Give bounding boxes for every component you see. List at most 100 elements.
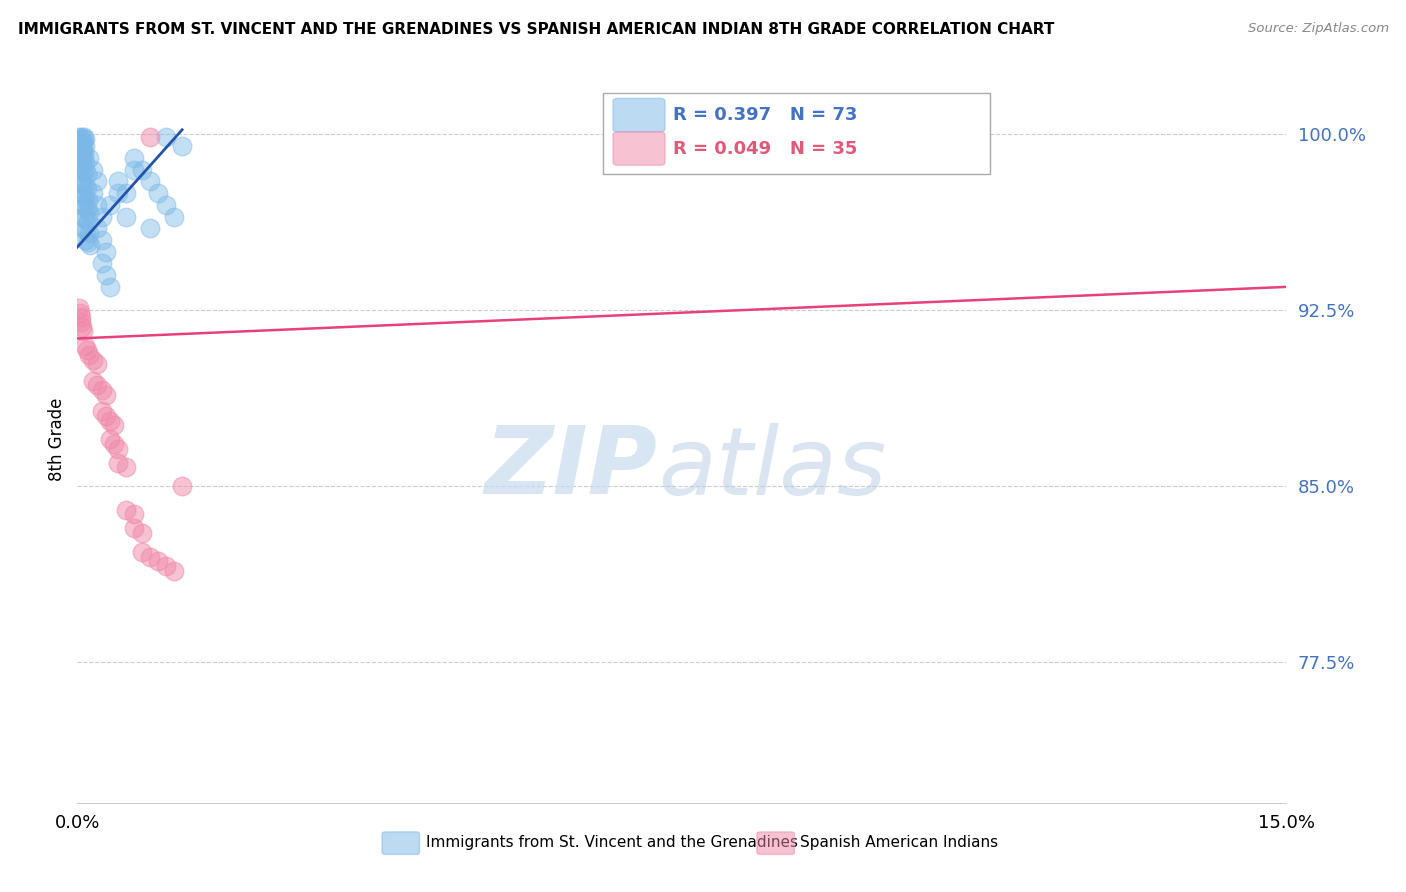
Point: [139, 221, 162, 235]
Point: [69, 132, 91, 146]
Point: [163, 210, 186, 224]
Text: IMMIGRANTS FROM ST. VINCENT AND THE GRENADINES VS SPANISH AMERICAN INDIAN 8TH GR: IMMIGRANTS FROM ST. VINCENT AND THE GREN…: [18, 22, 1054, 37]
Point: [75, 162, 97, 177]
Point: [131, 162, 153, 177]
Point: [75, 224, 97, 238]
Point: [103, 437, 125, 451]
Point: [73, 151, 96, 165]
Point: [86, 378, 108, 392]
Point: [72, 135, 94, 149]
Point: [75, 191, 97, 205]
Point: [69, 162, 91, 177]
Point: [98, 432, 121, 446]
Point: [70, 198, 93, 212]
Point: [155, 129, 177, 144]
Point: [73, 179, 96, 194]
Text: Immigrants from St. Vincent and the Grenadines: Immigrants from St. Vincent and the Gren…: [426, 835, 797, 850]
Point: [163, 564, 186, 578]
Point: [107, 186, 129, 200]
Point: [72, 141, 94, 155]
Point: [70, 319, 93, 334]
Point: [69, 310, 91, 325]
Text: atlas: atlas: [658, 423, 886, 514]
Point: [90, 210, 112, 224]
Point: [114, 186, 136, 200]
Point: [75, 338, 97, 352]
Point: [94, 244, 117, 259]
Point: [76, 214, 98, 228]
Text: Spanish American Indians: Spanish American Indians: [800, 835, 998, 850]
Point: [82, 352, 104, 367]
Point: [77, 226, 100, 240]
Point: [86, 357, 108, 371]
Point: [131, 526, 153, 541]
Point: [139, 549, 162, 564]
Point: [122, 508, 145, 522]
Point: [94, 388, 117, 402]
Point: [72, 325, 94, 339]
Point: [103, 418, 125, 433]
Point: [98, 280, 121, 294]
Point: [73, 188, 96, 202]
Point: [75, 211, 97, 226]
Point: [90, 256, 112, 270]
Point: [86, 221, 108, 235]
Point: [73, 129, 96, 144]
Point: [82, 162, 104, 177]
Point: [82, 186, 104, 200]
Point: [114, 210, 136, 224]
Point: [131, 545, 153, 559]
Point: [70, 141, 93, 155]
Point: [155, 558, 177, 573]
Point: [146, 186, 169, 200]
Point: [139, 174, 162, 188]
Point: [69, 144, 91, 158]
Point: [67, 301, 90, 315]
Point: [90, 383, 112, 397]
Point: [79, 348, 101, 362]
Point: [139, 129, 162, 144]
Point: [94, 268, 117, 282]
Point: [70, 129, 93, 144]
Point: [122, 521, 145, 535]
Point: [172, 139, 194, 153]
Point: [69, 135, 91, 149]
Point: [76, 193, 98, 207]
Point: [70, 153, 93, 168]
Point: [70, 136, 93, 151]
Point: [69, 139, 91, 153]
Point: [122, 162, 145, 177]
Point: [73, 139, 96, 153]
Point: [94, 409, 117, 423]
Point: [172, 479, 194, 493]
Point: [69, 148, 91, 162]
Point: [86, 198, 108, 212]
Point: [70, 315, 93, 329]
Point: [72, 165, 94, 179]
Point: [122, 151, 145, 165]
Point: [107, 456, 129, 470]
Text: R = 0.049   N = 35: R = 0.049 N = 35: [673, 139, 858, 158]
Point: [76, 181, 98, 195]
Point: [76, 235, 98, 250]
Point: [67, 129, 90, 144]
Point: [72, 210, 94, 224]
Point: [70, 177, 93, 191]
Text: Source: ZipAtlas.com: Source: ZipAtlas.com: [1249, 22, 1389, 36]
Point: [86, 174, 108, 188]
Point: [82, 374, 104, 388]
Point: [76, 343, 98, 358]
Point: [73, 132, 96, 146]
Point: [114, 502, 136, 516]
Point: [76, 167, 98, 181]
Point: [73, 146, 96, 161]
FancyBboxPatch shape: [756, 832, 794, 855]
Point: [69, 306, 91, 320]
Point: [73, 200, 96, 214]
Point: [67, 151, 90, 165]
Point: [155, 198, 177, 212]
Text: R = 0.397   N = 73: R = 0.397 N = 73: [673, 106, 858, 124]
Point: [90, 404, 112, 418]
Point: [75, 155, 97, 169]
Point: [69, 174, 91, 188]
